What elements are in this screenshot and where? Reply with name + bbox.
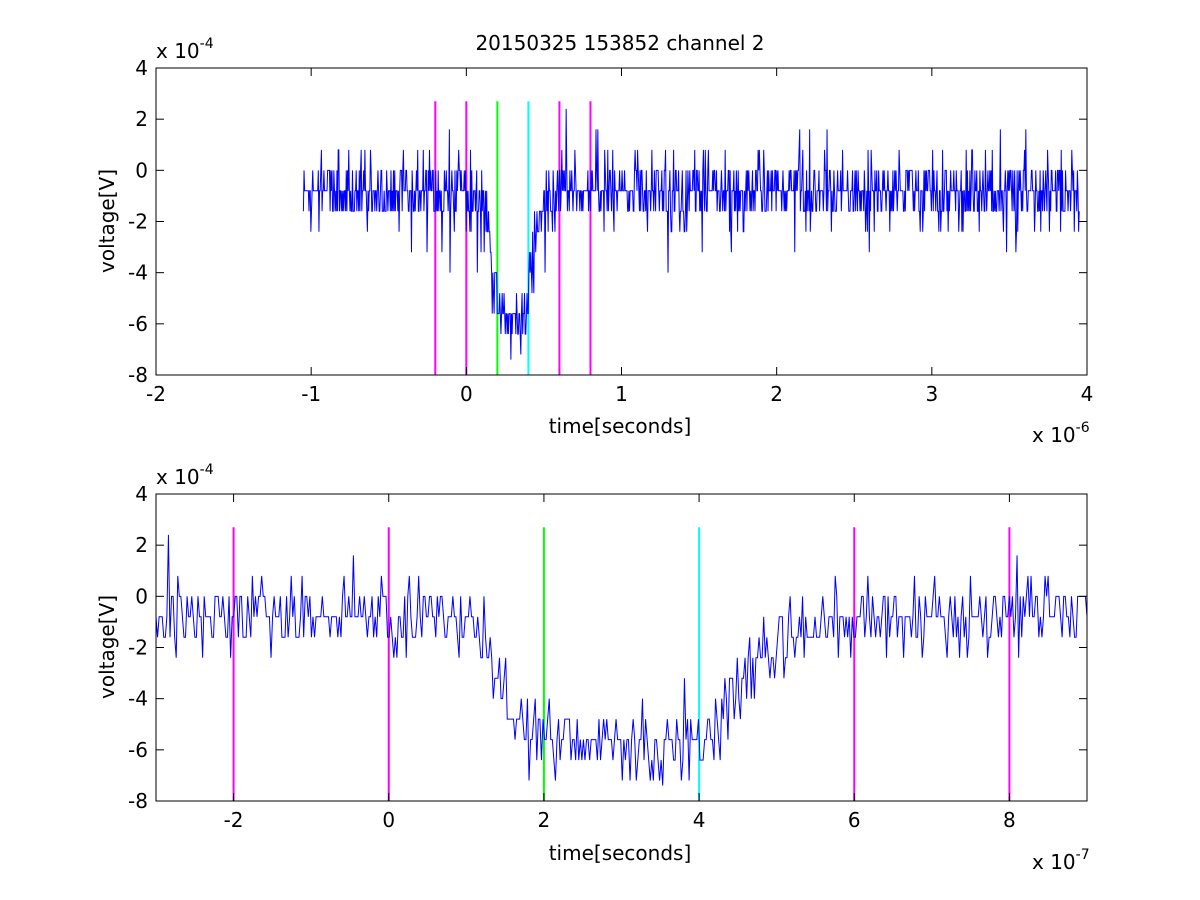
chart-bottom-series-line	[155, 534, 1088, 786]
chart-top-series	[302, 108, 1080, 360]
chart-top: -2 -1 0 1 2 3 4 -8 -6 -4 -2 0 2 4 time[seconds] volta…	[95, 36, 1093, 447]
chart-bottom-ytick-label: -2	[128, 636, 148, 660]
chart-bottom-series	[155, 534, 1088, 786]
chart-top-ytick-label: 0	[135, 158, 148, 182]
chart-top-x-exp-power: -6	[1076, 420, 1090, 436]
chart-top-ytick-label: -4	[128, 261, 148, 285]
chart-top-xtick-label: -1	[301, 382, 321, 406]
chart-top-y-exp-base: x 10	[156, 39, 200, 63]
chart-bottom-x-exponent: x 10-7	[1032, 847, 1090, 874]
chart-top-ytick-label: -8	[128, 363, 148, 387]
chart-top-ytick-label: -2	[128, 210, 148, 234]
chart-top-markers	[434, 101, 592, 375]
chart-top-xtick-label: 4	[1081, 382, 1094, 406]
chart-bottom-xtick-label: 6	[848, 808, 861, 832]
chart-top-axes-box	[155, 67, 1088, 376]
chart-bottom-xtick-label: 8	[1003, 808, 1016, 832]
chart-bottom-y-exponent: x 10-4	[156, 462, 214, 489]
figure-title: 20150325 153852 channel 2	[475, 31, 764, 55]
chart-top-y-exp-power: -4	[200, 36, 214, 52]
chart-bottom-ylabel: voltage[V]	[95, 595, 119, 699]
chart-bottom-y-exp-base: x 10	[156, 465, 200, 489]
chart-bottom: -2 0 2 4 6 8 -8 -6 -4 -2 0 2 4 time[seconds] voltage…	[95, 462, 1090, 874]
chart-bottom-y-exp-power: -4	[200, 462, 214, 478]
chart-top-xtick-label: 2	[770, 382, 783, 406]
chart-bottom-x-exp-power: -7	[1076, 847, 1090, 863]
chart-bottom-ytick-label: -6	[128, 738, 148, 762]
chart-top-x-exponent: x 10-6	[1032, 420, 1090, 447]
chart-bottom-xtick-label: 0	[382, 808, 395, 832]
chart-top-ticks: -2 -1 0 1 2 3 4 -8 -6 -4 -2 0 2 4	[128, 56, 1093, 406]
chart-bottom-ticks: -2 0 2 4 6 8 -8 -6 -4 -2 0 2 4	[128, 482, 1087, 832]
chart-top-xtick-label: -2	[146, 382, 166, 406]
chart-top-ytick-label: 4	[135, 56, 148, 80]
chart-bottom-markers	[232, 527, 1011, 801]
chart-top-ytick-label: -6	[128, 312, 148, 336]
chart-bottom-xlabel: time[seconds]	[549, 841, 692, 865]
chart-bottom-xtick-label: -2	[224, 808, 244, 832]
chart-top-y-exponent: x 10-4	[156, 36, 214, 63]
chart-bottom-xtick-label: 4	[693, 808, 706, 832]
chart-top-series-line	[302, 108, 1080, 360]
chart-bottom-ytick-label: 4	[135, 482, 148, 506]
chart-top-ylabel: voltage[V]	[95, 169, 119, 273]
chart-bottom-ytick-label: -4	[128, 687, 148, 711]
chart-bottom-x-exp-base: x 10	[1032, 850, 1076, 874]
chart-top-xlabel: time[seconds]	[549, 414, 692, 438]
chart-top-x-exp-base: x 10	[1032, 423, 1076, 447]
chart-bottom-ytick-label: 2	[135, 533, 148, 557]
chart-top-xtick-label: 3	[925, 382, 938, 406]
chart-bottom-ytick-label: 0	[135, 584, 148, 608]
chart-top-ytick-label: 2	[135, 107, 148, 131]
chart-bottom-ytick-label: -8	[128, 789, 148, 813]
chart-bottom-xtick-label: 2	[538, 808, 551, 832]
chart-top-xtick-label: 0	[460, 382, 473, 406]
chart-top-xtick-label: 1	[615, 382, 628, 406]
